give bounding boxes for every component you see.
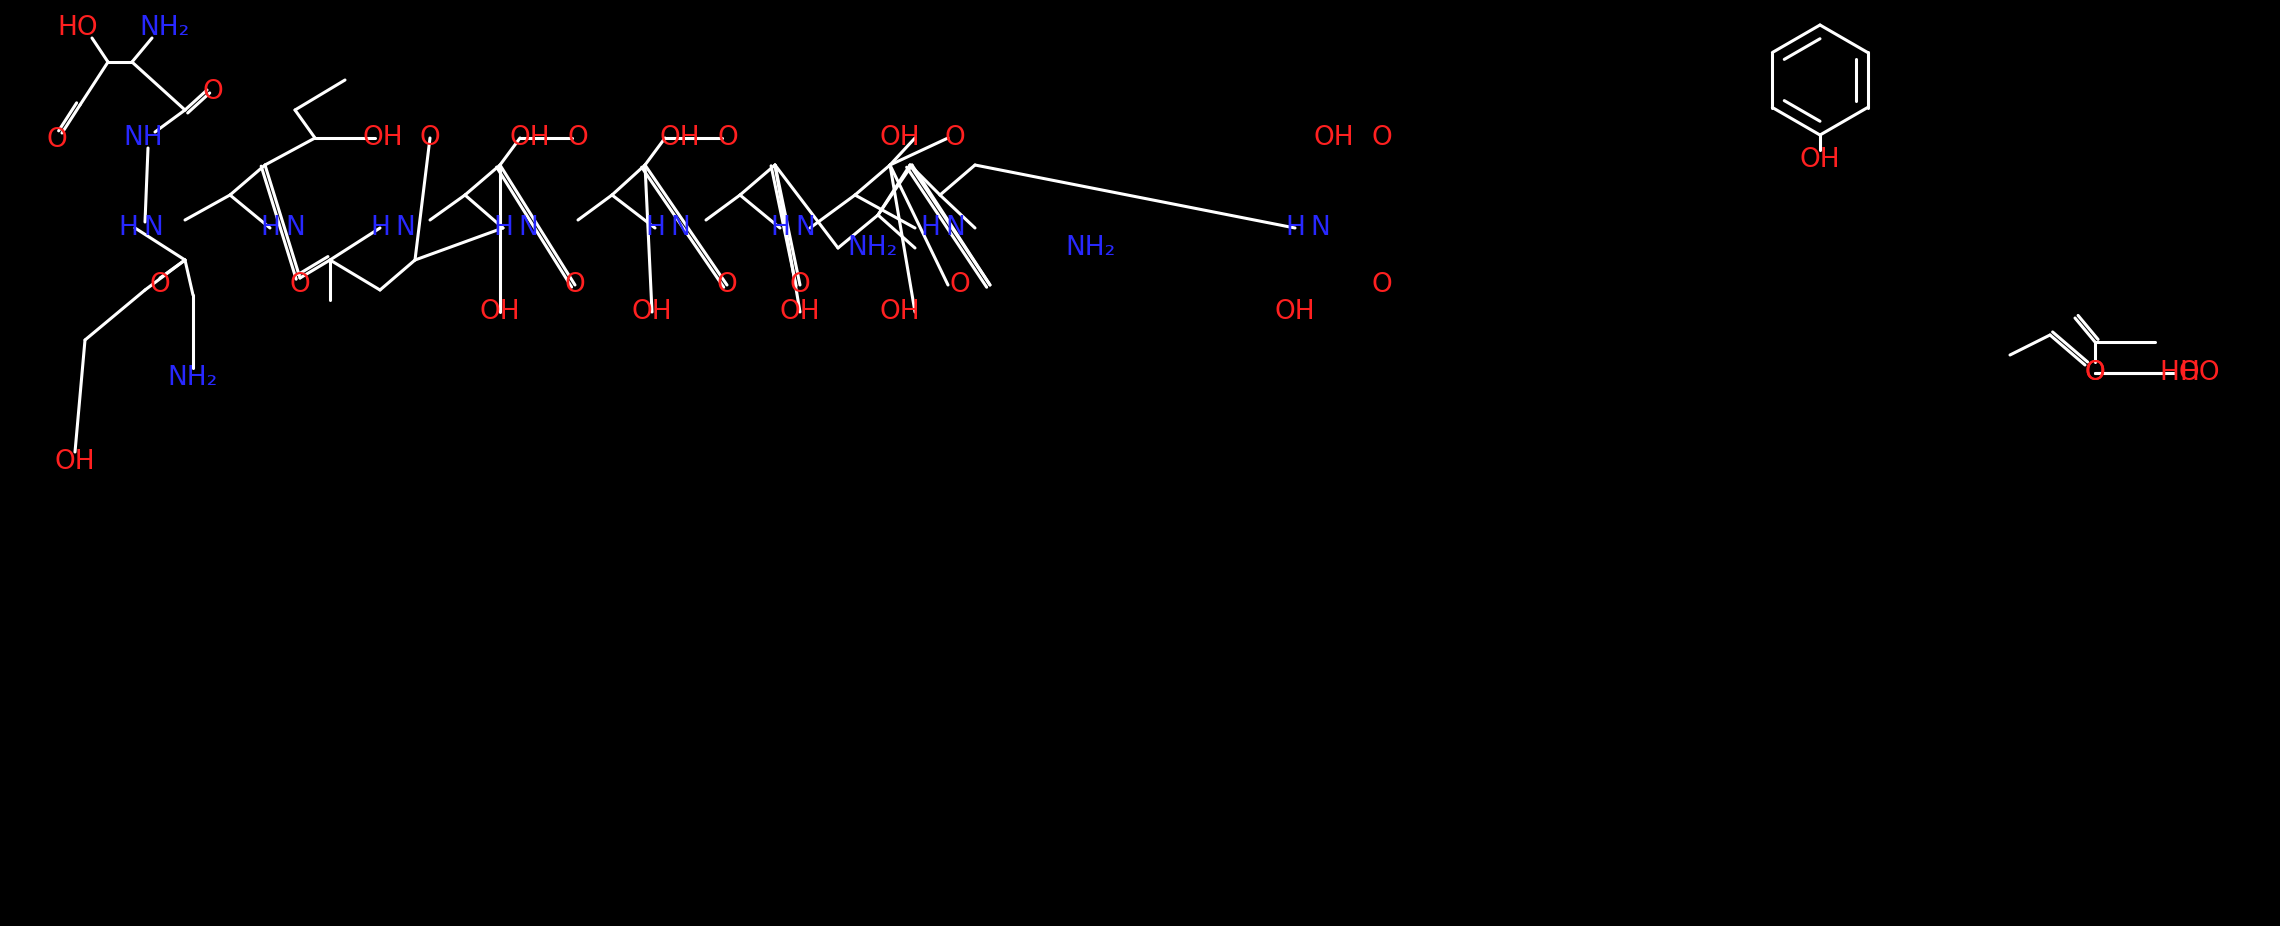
Text: OH: OH [1799,147,1840,173]
Text: O: O [420,125,440,151]
Text: H: H [492,215,513,241]
Text: H: H [1286,215,1304,241]
Text: H: H [921,215,939,241]
Text: O: O [290,272,310,298]
Text: OH: OH [511,125,549,151]
Text: H: H [771,215,789,241]
Text: HO: HO [57,15,98,41]
Text: NH: NH [123,125,162,151]
Text: N: N [1311,215,1329,241]
Text: OH: OH [55,449,96,475]
Text: OH: OH [880,299,921,325]
Text: O: O [1373,125,1393,151]
Text: O: O [2084,360,2104,386]
Text: OH: OH [1275,299,1316,325]
Text: O: O [150,272,171,298]
Text: O: O [2084,360,2104,386]
Text: N: N [394,215,415,241]
Text: H: H [260,215,280,241]
Text: O: O [944,125,964,151]
Text: O: O [716,272,736,298]
Text: OH: OH [479,299,520,325]
Text: O: O [789,272,809,298]
Text: O: O [565,272,586,298]
Text: N: N [796,215,814,241]
Text: NH₂: NH₂ [846,235,896,261]
Text: NH₂: NH₂ [1065,235,1115,261]
Text: N: N [670,215,691,241]
Text: OH: OH [780,299,821,325]
Text: H: H [369,215,390,241]
Text: HO: HO [2159,360,2200,386]
Text: N: N [518,215,538,241]
Text: OH: OH [363,125,404,151]
Text: N: N [285,215,306,241]
Text: N: N [944,215,964,241]
Text: O: O [203,79,223,105]
Text: O: O [46,127,68,153]
Text: H: H [645,215,666,241]
Text: NH₂: NH₂ [139,15,189,41]
Text: O: O [568,125,588,151]
Text: OH: OH [880,125,921,151]
Text: NH₂: NH₂ [169,365,219,391]
Text: H: H [119,215,137,241]
Text: O: O [718,125,739,151]
Text: O: O [951,272,971,298]
Text: OH: OH [659,125,700,151]
Text: HO: HO [2180,360,2221,386]
Text: OH: OH [632,299,673,325]
Text: N: N [144,215,162,241]
Text: O: O [1373,272,1393,298]
Text: OH: OH [1313,125,1354,151]
